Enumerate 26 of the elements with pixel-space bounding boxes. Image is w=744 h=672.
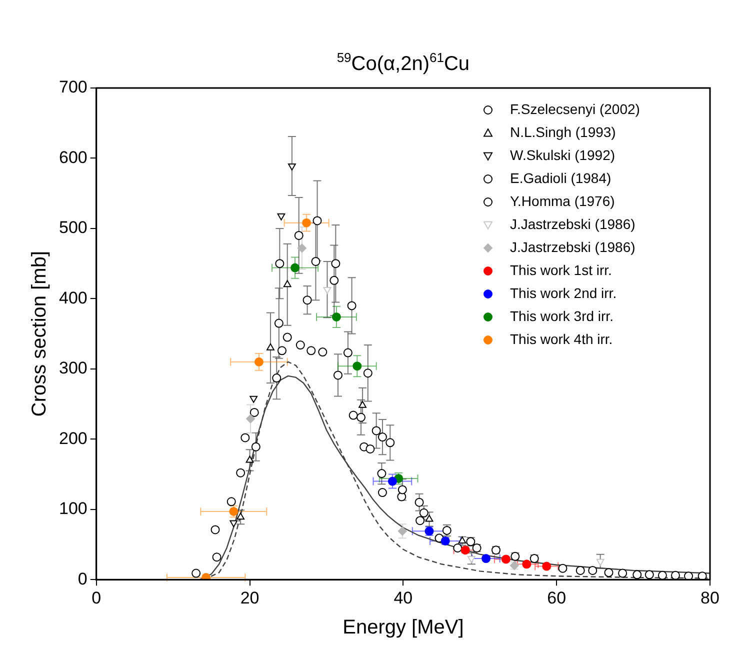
legend-label: This work 4th irr.: [510, 330, 613, 347]
x-tick-label: 0: [92, 588, 102, 608]
y-tick-label: 100: [58, 499, 88, 518]
y-tick-label: 0: [78, 569, 88, 588]
y-tick-label: 200: [58, 428, 88, 448]
y-tick-label: 600: [58, 148, 88, 167]
y-tick-label: 400: [58, 288, 88, 308]
y-tick-label: 700: [58, 78, 88, 97]
x-tick-label: 60: [547, 588, 566, 608]
y-axis-title: Cross section [mb]: [28, 250, 51, 417]
legend-label: J.Jastrzebski (1986): [510, 238, 636, 255]
legend-label: F.Szelecsenyi (2002): [510, 100, 640, 117]
legend-label: N.L.Singh (1993): [510, 124, 616, 140]
legend-label: W.Skulski (1992): [510, 146, 616, 163]
legend-label: This work 3rd irr.: [510, 308, 614, 324]
legend-label: This work 2nd irr.: [510, 284, 617, 301]
legend-label: J.Jastrzebski (1986): [510, 216, 636, 232]
x-axis-title: Energy [MeV]: [342, 616, 464, 639]
y-tick-label: 300: [58, 358, 88, 378]
y-tick-label: 500: [58, 218, 88, 238]
legend-label: Y.Homma (1976): [510, 192, 615, 209]
x-tick-label: 40: [394, 588, 413, 608]
x-tick-label: 80: [700, 588, 720, 608]
legend-label: This work 1st irr.: [510, 262, 612, 278]
legend-label: E.Gadioli (1984): [510, 170, 612, 186]
x-tick-label: 20: [240, 588, 260, 608]
